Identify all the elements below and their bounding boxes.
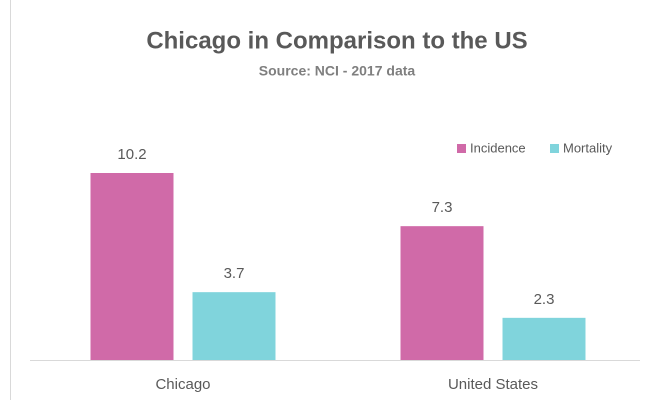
bar [400,226,484,360]
data-label: 2.3 [534,291,555,308]
data-label: 7.3 [432,199,453,216]
legend-swatch [457,144,466,153]
x-tick-label: Chicago [155,376,210,393]
chart-title: Chicago in Comparison to the US [146,27,527,54]
bar [502,317,586,360]
data-label: 10.2 [117,146,146,163]
legend-label: Incidence [470,140,526,155]
x-tick-label: United States [448,376,538,393]
legend-label: Mortality [563,140,613,155]
bar [192,292,276,360]
chart-subtitle: Source: NCI - 2017 data [259,63,416,79]
legend-swatch [550,144,559,153]
data-label: 3.7 [224,265,245,282]
bar [90,173,174,360]
